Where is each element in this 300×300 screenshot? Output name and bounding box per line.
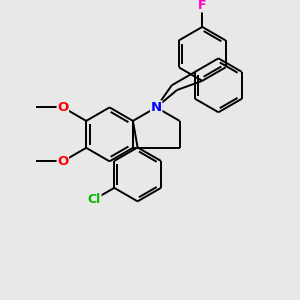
Text: O: O (57, 155, 68, 168)
Text: O: O (57, 101, 68, 114)
Text: F: F (198, 0, 206, 12)
Text: Cl: Cl (88, 193, 101, 206)
Text: N: N (151, 101, 162, 114)
